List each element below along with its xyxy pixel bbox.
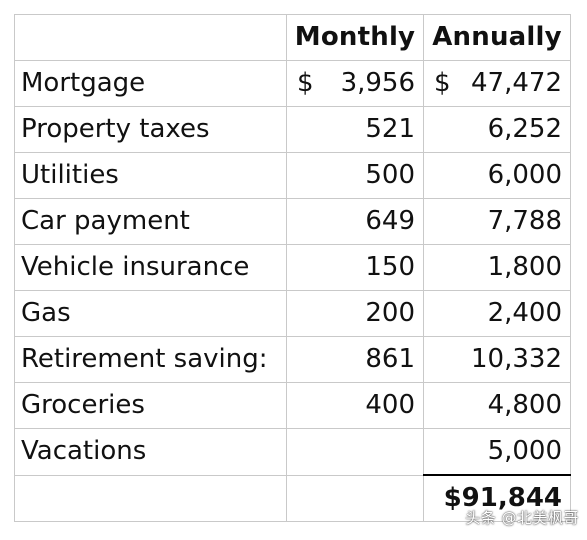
annual-cell[interactable]: 7,788 [423,198,571,245]
monthly-cell[interactable]: 400 [286,382,424,429]
annual-cell[interactable]: 5,000 [423,428,571,476]
currency-symbol: $ [297,68,314,98]
monthly-cell[interactable]: 200 [286,290,424,337]
annual-cell[interactable]: 2,400 [423,290,571,337]
monthly-cell[interactable] [286,428,424,476]
row-label[interactable]: Property taxes [14,106,287,153]
header-row: Monthly Annually [14,14,571,61]
table-row: Car payment 649 7,788 [14,198,571,245]
total-monthly-cell[interactable] [286,474,424,522]
table-row: Retirement saving: 861 10,332 [14,336,571,383]
row-label[interactable]: Retirement saving: [14,336,287,383]
table-row: Mortgage $ 3,956 $ 47,472 [14,60,571,107]
table-row: Vehicle insurance 150 1,800 [14,244,571,291]
annual-cell[interactable]: $ 47,472 [423,60,571,107]
row-label[interactable]: Mortgage [14,60,287,107]
monthly-value: 3,956 [340,68,415,98]
table-row: Groceries 400 4,800 [14,382,571,429]
row-label[interactable]: Groceries [14,382,287,429]
budget-table: Monthly Annually Mortgage $ 3,956 $ 47,4… [14,14,571,522]
total-row: $91,844 [14,474,571,522]
monthly-cell[interactable]: 861 [286,336,424,383]
watermark: 头条 @北美枫哥 [465,509,579,527]
table-row: Property taxes 521 6,252 [14,106,571,153]
total-annual-cell[interactable]: $91,844 [423,474,571,522]
row-label[interactable]: Vacations [14,428,287,476]
annual-value: 47,472 [471,68,562,98]
table-row: Vacations 5,000 [14,428,571,476]
annual-cell[interactable]: 6,252 [423,106,571,153]
annual-cell[interactable]: 4,800 [423,382,571,429]
annual-cell[interactable]: 10,332 [423,336,571,383]
currency-symbol: $ [434,68,451,98]
monthly-cell[interactable]: 521 [286,106,424,153]
header-monthly[interactable]: Monthly [286,14,424,61]
monthly-cell[interactable]: $ 3,956 [286,60,424,107]
spreadsheet: Monthly Annually Mortgage $ 3,956 $ 47,4… [14,14,571,522]
row-label[interactable]: Vehicle insurance [14,244,287,291]
row-label[interactable]: Gas [14,290,287,337]
monthly-cell[interactable]: 500 [286,152,424,199]
monthly-cell[interactable]: 649 [286,198,424,245]
header-annually[interactable]: Annually [423,14,571,61]
row-label[interactable]: Utilities [14,152,287,199]
table-row: Utilities 500 6,000 [14,152,571,199]
row-label[interactable]: Car payment [14,198,287,245]
total-label-cell[interactable] [14,474,287,522]
header-label-cell[interactable] [14,14,287,61]
monthly-cell[interactable]: 150 [286,244,424,291]
annual-cell[interactable]: 6,000 [423,152,571,199]
table-row: Gas 200 2,400 [14,290,571,337]
annual-cell[interactable]: 1,800 [423,244,571,291]
